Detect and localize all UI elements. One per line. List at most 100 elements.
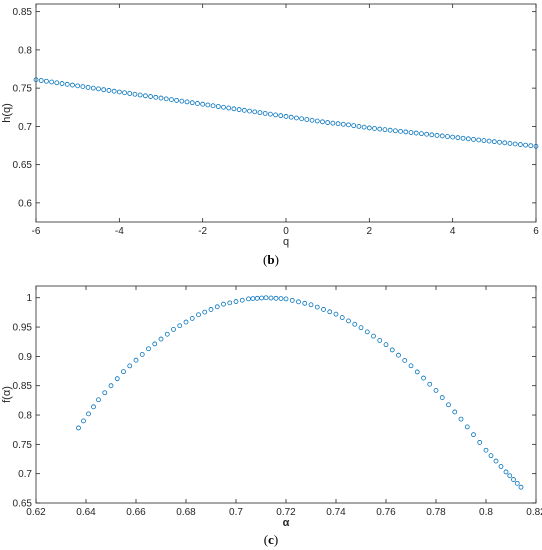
data-point <box>533 143 539 149</box>
x-tick-label: 0.68 <box>176 507 196 518</box>
data-point-interp <box>81 418 86 424</box>
data-point <box>450 134 456 140</box>
data-point-interp <box>320 119 325 125</box>
data-point-interp <box>163 96 169 102</box>
data-point-interp <box>142 93 148 99</box>
data-point-interp <box>250 296 256 302</box>
caption-c: (c) <box>264 532 278 547</box>
data-point-interp <box>356 123 362 129</box>
data-point-interp <box>184 99 190 105</box>
data-point <box>483 447 489 453</box>
data-point-interp <box>288 114 294 120</box>
x-tick-label: 0.66 <box>126 507 146 518</box>
data-point-interp <box>502 140 508 146</box>
data-point <box>366 125 372 131</box>
data-point-interp <box>64 81 70 87</box>
data-point <box>76 425 81 431</box>
data-point-interp <box>414 369 420 375</box>
data-point-interp <box>507 473 513 479</box>
data-point-interp <box>296 299 301 305</box>
y-tick-label: 0.7 <box>18 122 32 133</box>
y-axis-label: h(q) <box>1 103 13 123</box>
data-point <box>512 141 518 147</box>
data-point <box>458 416 464 422</box>
data-point-interp <box>314 118 320 124</box>
y-tick-label: 0.95 <box>13 323 33 334</box>
data-point <box>433 387 439 393</box>
data-point-interp <box>91 404 96 410</box>
data-point-interp <box>481 138 487 143</box>
data-point-interp <box>164 331 170 337</box>
data-point-interp <box>294 115 299 121</box>
data-point <box>246 296 251 302</box>
data-point-interp <box>86 411 91 417</box>
data-point-interp <box>464 424 470 430</box>
data-point <box>308 302 314 308</box>
data-point-interp <box>302 300 308 306</box>
data-point-interp <box>210 103 216 109</box>
data-point-interp <box>351 123 357 129</box>
data-point <box>54 80 60 86</box>
data-point <box>387 127 393 133</box>
data-point <box>179 98 185 104</box>
series-markers <box>33 77 539 149</box>
data-point-interp <box>111 88 117 94</box>
data-point-interp <box>371 333 376 339</box>
chart-c: 0.62 0.64 0.66 0.68 0.7 0.72 0.74 0.76 0.78 0.8 0.… <box>1 285 542 529</box>
data-point-interp <box>517 142 523 147</box>
data-point <box>75 83 81 89</box>
x-tick-label: 0.64 <box>76 507 96 518</box>
x-tick-label: -2 <box>198 226 207 237</box>
data-point-interp <box>460 135 466 141</box>
chart-b: -6 -4 -2 0 2 4 6 0.6 0.65 0.7 0.75 0.8 0.85 q h(q) <box>1 3 539 248</box>
data-point-interp <box>101 87 107 93</box>
data-point-interp <box>174 97 180 103</box>
x-axis-label: α <box>283 517 290 529</box>
data-point <box>96 397 101 403</box>
x-tick-label: -6 <box>32 226 41 237</box>
data-point-interp <box>377 337 383 343</box>
data-point-interp <box>419 131 424 137</box>
x-tick-label: 0.76 <box>376 507 396 518</box>
data-point-interp <box>471 432 476 438</box>
data-point-interp <box>177 323 183 329</box>
data-point <box>491 139 497 145</box>
data-point-interp <box>361 124 367 130</box>
data-point-interp <box>289 297 295 303</box>
plot-area <box>35 285 537 504</box>
data-point-interp <box>236 107 242 112</box>
data-point-interp <box>309 117 315 123</box>
data-point <box>304 117 310 122</box>
data-point <box>383 342 389 348</box>
data-point-interp <box>80 84 86 90</box>
data-point-interp <box>278 113 284 119</box>
data-point-interp <box>427 381 433 387</box>
data-point <box>283 296 289 302</box>
x-tick-label: 6 <box>533 226 539 237</box>
data-point-interp <box>396 352 401 358</box>
data-point-interp <box>382 127 388 133</box>
data-point-interp <box>330 120 336 126</box>
data-point-interp <box>205 102 211 108</box>
data-point-interp <box>38 78 44 83</box>
data-point-interp <box>122 90 127 96</box>
x-tick-label: 2 <box>367 226 373 237</box>
data-point-interp <box>70 82 75 88</box>
data-point-interp <box>231 106 237 112</box>
data-point-interp <box>127 363 133 369</box>
x-tick-label: 0.7 <box>229 507 243 518</box>
y-tick-label: 1 <box>26 293 32 304</box>
data-point-interp <box>434 132 440 138</box>
data-point-interp <box>254 295 260 301</box>
data-point-interp <box>364 329 370 335</box>
data-point-interp <box>227 300 233 306</box>
y-tick-label: 0.65 <box>13 160 33 171</box>
data-point <box>241 107 247 113</box>
data-point <box>116 89 122 95</box>
data-point-interp <box>413 130 419 136</box>
data-point-interp <box>108 383 114 389</box>
data-point-interp <box>215 104 221 109</box>
x-tick-label: 4 <box>450 226 456 237</box>
data-point-interp <box>239 297 245 303</box>
